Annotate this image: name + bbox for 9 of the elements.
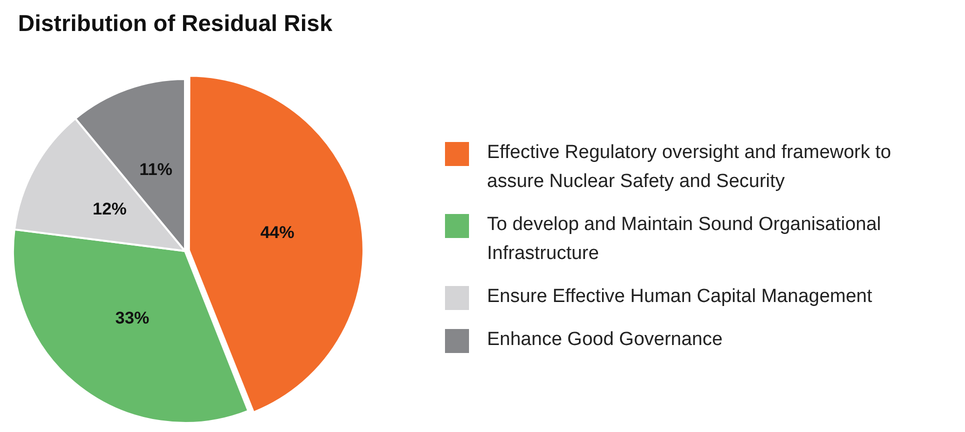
data-label: 12% — [92, 199, 127, 218]
legend-label: Effective Regulatory oversight and framework to assure Nuclear Safety and Security — [487, 141, 892, 194]
chart-title: Distribution of Residual Risk — [18, 10, 332, 37]
data-label: 33% — [115, 308, 150, 328]
legend-label: To develop and Maintain Sound Organisational Infrastructure — [487, 213, 882, 266]
data-label: 44% — [260, 223, 294, 242]
legend-label: Enhance Good Governance — [487, 328, 723, 352]
legend-label: Ensure Effective Human Capital Management — [487, 285, 872, 309]
data-label: 11% — [139, 160, 172, 179]
